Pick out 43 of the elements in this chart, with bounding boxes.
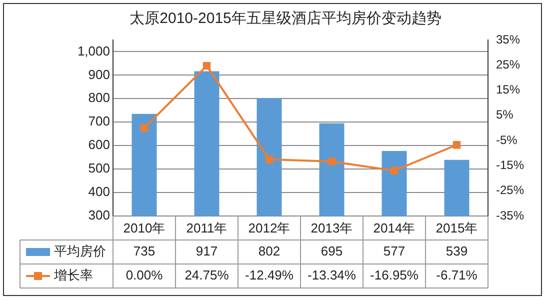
y-tick-label: 500 bbox=[88, 160, 110, 176]
data-label: -12.49% bbox=[245, 268, 294, 283]
data-label: -6.71% bbox=[436, 268, 478, 283]
data-label: 577 bbox=[383, 244, 406, 259]
y2-tick-label: -35% bbox=[496, 208, 524, 222]
data-label: 917 bbox=[196, 244, 218, 259]
data-label: -16.95% bbox=[370, 268, 419, 283]
y2-tick-label: -25% bbox=[496, 183, 524, 198]
y2-tick-label: 25% bbox=[496, 57, 520, 72]
y-tick-label: 300 bbox=[88, 208, 110, 223]
y2-tick-label: -15% bbox=[496, 158, 524, 172]
point bbox=[390, 166, 398, 174]
data-label: -13.34% bbox=[308, 268, 356, 283]
x-tick-label: 2012年 bbox=[248, 220, 290, 236]
point bbox=[202, 62, 211, 70]
data-label: 695 bbox=[320, 244, 343, 259]
point bbox=[328, 158, 336, 166]
y-tick-label: 700 bbox=[88, 114, 110, 129]
data-label: 0.00% bbox=[126, 268, 164, 283]
y-tick-label: 600 bbox=[88, 137, 110, 152]
data-label: 24.75% bbox=[184, 268, 230, 283]
chart-title: 太原2010-2015年五星级酒店平均房价变动趋势 bbox=[130, 10, 442, 28]
data-label: 735 bbox=[133, 244, 156, 259]
data-label: 802 bbox=[258, 244, 280, 259]
point bbox=[452, 141, 461, 149]
point bbox=[265, 156, 274, 164]
y2-tick-label: 15% bbox=[496, 82, 520, 97]
y2-tick-label: 5% bbox=[496, 108, 514, 122]
point bbox=[140, 124, 148, 132]
legend-label: 增长率 bbox=[53, 268, 93, 283]
x-tick-label: 2015年 bbox=[436, 220, 478, 236]
y-tick-label: 400 bbox=[88, 184, 110, 200]
y-tick-label: 900 bbox=[88, 66, 110, 82]
y-tick-label: 1,000 bbox=[77, 43, 110, 58]
data-label: 539 bbox=[446, 244, 468, 259]
legend-label: 平均房价 bbox=[54, 244, 106, 259]
x-tick-label: 2010年 bbox=[123, 220, 166, 236]
y2-tick-label: 35% bbox=[496, 32, 520, 46]
x-tick-label: 2013年 bbox=[310, 220, 353, 236]
y-tick-label: 800 bbox=[88, 90, 110, 106]
y2-tick-label: -5% bbox=[496, 132, 518, 147]
x-tick-label: 2014年 bbox=[373, 220, 416, 236]
x-tick-label: 2011年 bbox=[186, 220, 228, 236]
